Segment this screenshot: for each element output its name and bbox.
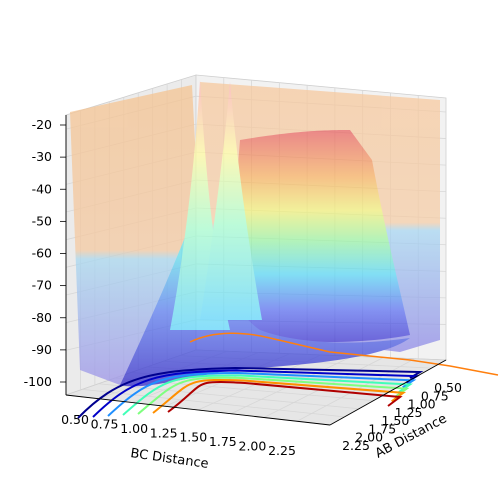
- x-tick-label: 2.25: [342, 438, 370, 453]
- x-axis-ticks: 0.500.751.001.251.501.752.002.25: [342, 380, 462, 453]
- edge-contour-line: [189, 332, 499, 376]
- x-tick-label: 1.50: [382, 413, 410, 428]
- z-tick-label: -60: [32, 246, 52, 261]
- y-tick-label: 1.75: [209, 434, 237, 449]
- x-tick-label: 1.75: [368, 421, 396, 436]
- surface: [70, 80, 440, 387]
- z-tick-label: -20: [32, 117, 52, 132]
- y-axis-ticks: 0.50 0.75 1.00 1.25 1.50 1.75 2.00 2.25: [61, 412, 296, 458]
- contour-line: [122, 374, 414, 416]
- z-tick-label: -40: [32, 181, 52, 196]
- y-tick-label: 1.50: [179, 430, 207, 445]
- axis-lines: [65, 115, 447, 426]
- contour-line: [92, 369, 420, 418]
- x-tick-label: 2.00: [355, 430, 383, 445]
- x-tick-label: 0.50: [434, 380, 462, 395]
- surface-ridge: [225, 130, 410, 342]
- z-axis-ticks: -20 -30 -40 -50 -60 -70 -80 -90 -100: [24, 117, 66, 389]
- floor-contours: [77, 332, 499, 419]
- y-tick-label: 1.25: [150, 425, 178, 440]
- x-tick-label: 1.00: [408, 397, 436, 412]
- z-tick-label: -90: [32, 342, 52, 357]
- z-tick-label: -30: [32, 149, 52, 164]
- y-tick-label: 0.75: [91, 416, 119, 431]
- z-tick-label: -70: [32, 278, 52, 293]
- contour-line: [152, 378, 407, 414]
- contour-line: [137, 376, 410, 415]
- z-tick-label: -100: [24, 374, 52, 389]
- y-tick-label: 2.00: [239, 439, 267, 454]
- x-tick-label: 0.75: [421, 388, 449, 403]
- y-tick-label: 0.50: [61, 412, 89, 427]
- z-tick-label: -50: [32, 213, 52, 228]
- contour-line: [77, 366, 424, 419]
- y-tick-label: 2.25: [268, 443, 296, 458]
- y-tick-label: 1.00: [120, 421, 148, 436]
- y-axis-label: BC Distance: [129, 446, 209, 472]
- z-tick-label: -80: [32, 310, 52, 325]
- contour-line: [167, 381, 403, 413]
- x-tick-label: 1.25: [395, 405, 423, 420]
- contour-line: [107, 371, 417, 417]
- surface-spike-2: [200, 82, 262, 320]
